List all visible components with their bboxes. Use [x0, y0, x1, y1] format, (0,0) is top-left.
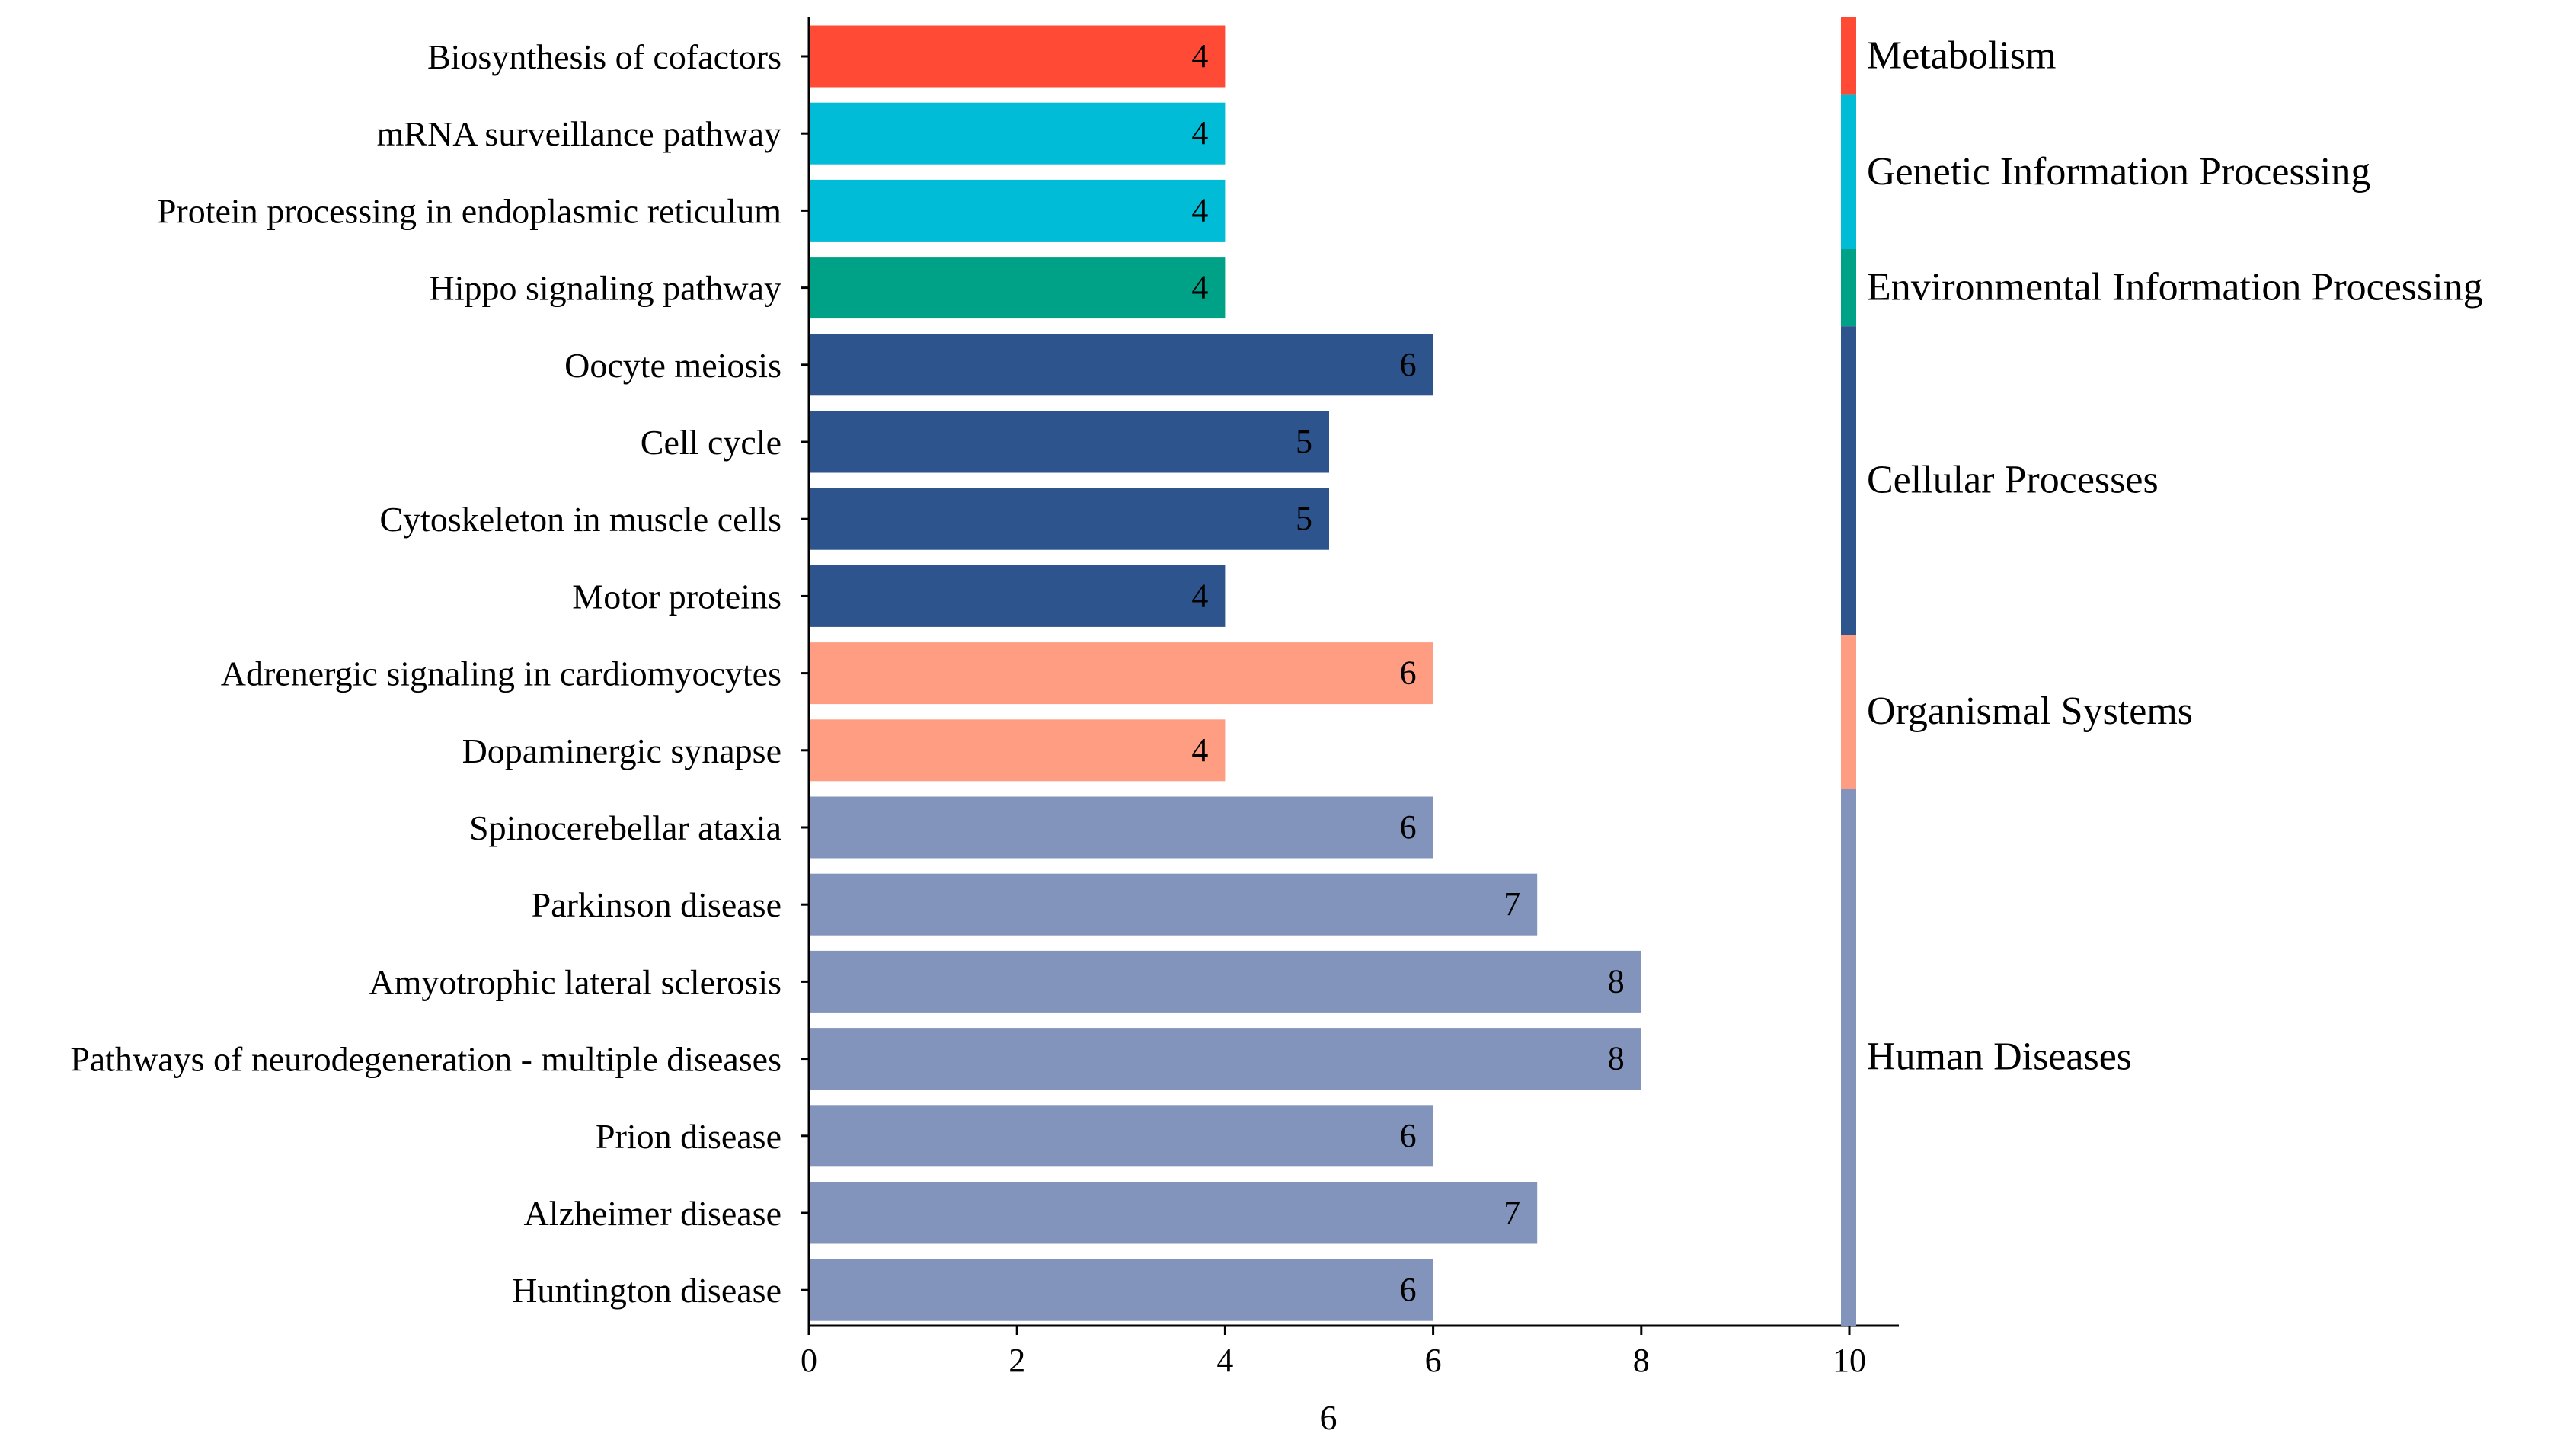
- legend-swatch-cellular-processes: [1841, 326, 1856, 635]
- category-label: mRNA surveillance pathway: [377, 114, 781, 153]
- legend-label-organismal-systems: Organismal Systems: [1867, 690, 2193, 733]
- bar-pathways-of-neurodegeneration-multiple-diseases: [809, 1028, 1641, 1090]
- bar-cytoskeleton-in-muscle-cells: [809, 488, 1329, 550]
- bar-value-label: 6: [1400, 1117, 1417, 1154]
- legend-label-environmental-information-processing: Environmental Information Processing: [1867, 266, 2483, 309]
- category-label: Spinocerebellar ataxia: [469, 808, 781, 847]
- bar-dopaminergic-synapse: [809, 719, 1226, 782]
- value-labels-layer: 4 4 4 4 6 5 5 4 6 4 6 7 8 8 6 7 6: [1191, 37, 1624, 1308]
- bar-prion-disease: [809, 1105, 1433, 1167]
- bar-spinocerebellar-ataxia: [809, 796, 1433, 859]
- x-tick-label: 0: [801, 1342, 817, 1379]
- category-label: Pathways of neurodegeneration - multiple…: [70, 1040, 781, 1079]
- bar-value-label: 4: [1191, 269, 1208, 306]
- x-tick-label: 8: [1633, 1342, 1650, 1379]
- bar-adrenergic-signaling-in-cardiomyocytes: [809, 642, 1433, 705]
- x-axis-title: 6: [1320, 1398, 1338, 1437]
- axes-layer: 0 2 4 6 8 10: [801, 17, 1899, 1379]
- category-label: Adrenergic signaling in cardiomyocytes: [221, 654, 781, 693]
- bar-biosynthesis-of-cofactors: [809, 25, 1226, 88]
- bar-value-label: 7: [1504, 1194, 1520, 1231]
- category-label: Amyotrophic lateral sclerosis: [369, 962, 781, 1001]
- category-label: Protein processing in endoplasmic reticu…: [157, 191, 781, 230]
- bar-value-label: 6: [1400, 654, 1417, 692]
- category-label: Motor proteins: [572, 577, 781, 616]
- bar-value-label: 6: [1400, 808, 1417, 846]
- category-label: Hippo signaling pathway: [430, 269, 782, 308]
- bar-value-label: 7: [1504, 885, 1520, 923]
- bar-hippo-signaling-pathway: [809, 257, 1226, 319]
- x-tick-label: 6: [1425, 1342, 1442, 1379]
- bar-value-label: 5: [1296, 423, 1312, 460]
- bar-value-label: 5: [1296, 500, 1312, 537]
- legend-swatch-human-diseases: [1841, 789, 1856, 1326]
- group-legend-layer: Metabolism Genetic Information Processing…: [1841, 17, 2483, 1326]
- legend-label-metabolism: Metabolism: [1867, 34, 2056, 77]
- bars-layer: [809, 25, 1641, 1321]
- bar-value-label: 6: [1400, 346, 1417, 383]
- legend-swatch-organismal-systems: [1841, 635, 1856, 789]
- category-label: Huntington disease: [512, 1271, 781, 1310]
- legend-swatch-genetic-information-processing: [1841, 94, 1856, 249]
- bar-oocyte-meiosis: [809, 334, 1433, 396]
- x-tick-label: 2: [1008, 1342, 1025, 1379]
- bar-value-label: 8: [1608, 962, 1625, 1000]
- category-label: Oocyte meiosis: [564, 346, 781, 385]
- bar-value-label: 8: [1608, 1040, 1625, 1077]
- bar-alzheimer-disease: [809, 1182, 1538, 1244]
- legend-label-cellular-processes: Cellular Processes: [1867, 459, 2159, 502]
- category-labels-layer: Biosynthesis of cofactors mRNA surveillan…: [70, 37, 781, 1310]
- bar-value-label: 4: [1191, 191, 1208, 229]
- bar-amyotrophic-lateral-sclerosis: [809, 950, 1641, 1013]
- category-label: Prion disease: [596, 1117, 781, 1156]
- category-label: Parkinson disease: [532, 885, 781, 924]
- bar-value-label: 4: [1191, 577, 1208, 614]
- category-label: Biosynthesis of cofactors: [427, 37, 781, 76]
- category-label: Alzheimer disease: [524, 1194, 781, 1233]
- bar-value-label: 6: [1400, 1271, 1417, 1308]
- category-label: Dopaminergic synapse: [462, 731, 781, 770]
- bar-cell-cycle: [809, 411, 1329, 473]
- bar-value-label: 4: [1191, 37, 1208, 75]
- bar-value-label: 4: [1191, 114, 1208, 152]
- legend-label-human-diseases: Human Diseases: [1867, 1035, 2132, 1079]
- bar-huntington-disease: [809, 1259, 1433, 1321]
- x-tick-label: 4: [1216, 1342, 1233, 1379]
- legend-swatch-environmental-information-processing: [1841, 249, 1856, 327]
- x-tick-label: 10: [1833, 1342, 1866, 1379]
- bar-value-label: 4: [1191, 731, 1208, 769]
- bar-protein-processing-in-endoplasmic-reticulum: [809, 179, 1226, 242]
- legend-swatch-metabolism: [1841, 17, 1856, 95]
- bar-motor-proteins: [809, 565, 1226, 627]
- bar-parkinson-disease: [809, 873, 1538, 936]
- category-label: Cell cycle: [641, 423, 781, 462]
- legend-label-genetic-information-processing: Genetic Information Processing: [1867, 150, 2370, 194]
- category-label: Cytoskeleton in muscle cells: [379, 500, 781, 539]
- bar-mrna-surveillance-pathway: [809, 102, 1226, 165]
